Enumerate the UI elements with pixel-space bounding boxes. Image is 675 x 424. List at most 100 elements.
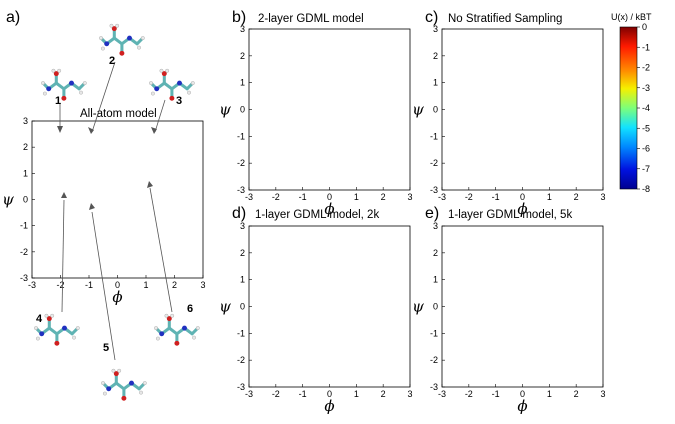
atom bbox=[39, 331, 45, 337]
map-b-contour bbox=[261, 45, 311, 147]
x-tick-label: -3 bbox=[438, 192, 446, 202]
y-tick-label: -2 bbox=[237, 158, 245, 168]
map-c-fringe bbox=[442, 31, 586, 190]
hydrogen-atom bbox=[142, 381, 147, 385]
x-tick-label: 1 bbox=[547, 192, 552, 202]
map-b-contour bbox=[338, 37, 369, 187]
pointer-lines bbox=[59, 61, 173, 361]
x-tick-label: -2 bbox=[465, 389, 473, 399]
map-a-contour bbox=[37, 124, 107, 254]
x-tick-label: -2 bbox=[56, 280, 64, 290]
atom bbox=[62, 325, 67, 331]
map-d bbox=[252, 222, 371, 391]
x-tick-label: -2 bbox=[465, 192, 473, 202]
arrowhead-3 bbox=[151, 127, 157, 134]
molecule-1 bbox=[41, 68, 87, 101]
hydrogen-atom bbox=[170, 313, 175, 318]
map-a-contour bbox=[49, 143, 94, 226]
map-e-contour bbox=[540, 225, 563, 240]
map-b-contour bbox=[265, 51, 307, 137]
map-b-fringe bbox=[249, 28, 370, 190]
map-d-contour bbox=[279, 292, 293, 321]
pointer-line-6 bbox=[149, 187, 173, 313]
map-e-contour bbox=[530, 230, 562, 387]
y-tick-label: -1 bbox=[237, 328, 245, 338]
bond bbox=[167, 326, 179, 336]
hydrogen-atom bbox=[42, 91, 47, 96]
map-d-contour bbox=[259, 239, 323, 374]
x-tick-label: 0 bbox=[115, 280, 120, 290]
hydrogen-atom bbox=[192, 335, 196, 340]
map-d-contour bbox=[337, 230, 369, 387]
map-b-contour bbox=[340, 48, 366, 175]
atom bbox=[104, 41, 110, 47]
map-d-contour bbox=[252, 222, 331, 391]
map-d-contour bbox=[342, 256, 363, 361]
map-e-contour bbox=[539, 292, 552, 326]
atom bbox=[129, 380, 134, 386]
hydrogen-atom bbox=[100, 46, 105, 51]
map-e-contour bbox=[447, 229, 513, 363]
x-tick-label: -3 bbox=[438, 389, 446, 399]
x-tick-label: -1 bbox=[492, 192, 500, 202]
map-b-contour bbox=[256, 35, 318, 161]
x-tick-label: 2 bbox=[381, 192, 386, 202]
map-d-contour bbox=[262, 247, 318, 366]
x-axis-label: ϕ bbox=[324, 397, 334, 415]
pointer-line-4 bbox=[61, 199, 65, 313]
map-c bbox=[442, 31, 586, 190]
panel-a-label: a) bbox=[6, 9, 20, 26]
molecule-label-6: 6 bbox=[187, 303, 193, 315]
x-tick-label: 1 bbox=[354, 192, 359, 202]
atom bbox=[159, 331, 165, 337]
map-b-contour bbox=[253, 169, 318, 189]
hydrogen-atom bbox=[117, 368, 122, 373]
pointer-line-5 bbox=[91, 211, 116, 361]
arrowhead-2 bbox=[88, 127, 94, 134]
hydrogen-atom bbox=[187, 90, 191, 95]
map-a-contour bbox=[138, 193, 146, 211]
pointer-line-3 bbox=[154, 99, 166, 133]
atom bbox=[53, 71, 59, 77]
x-tick-label: 2 bbox=[574, 389, 579, 399]
map-b-contour bbox=[346, 97, 358, 128]
map-b-contour bbox=[344, 90, 361, 133]
map-c-contour bbox=[459, 53, 499, 133]
colorbar-tick-label: -5 bbox=[642, 123, 650, 133]
arrowhead-5 bbox=[89, 203, 95, 210]
map-d-contour bbox=[254, 226, 330, 387]
arrowhead-4 bbox=[61, 192, 67, 198]
map-c-contour bbox=[468, 68, 489, 111]
y-axis-label: ψ bbox=[219, 298, 231, 316]
y-tick-label: 3 bbox=[240, 24, 245, 34]
x-tick-label: 1 bbox=[354, 389, 359, 399]
colorbar-tick-label: -1 bbox=[642, 42, 650, 52]
map-b bbox=[249, 28, 370, 190]
hydrogen-atom bbox=[140, 36, 145, 40]
x-tick-label: 0 bbox=[520, 389, 525, 399]
y-tick-label: 1 bbox=[433, 275, 438, 285]
x-tick-label: 3 bbox=[600, 192, 605, 202]
colorbar-tick-label: -6 bbox=[642, 144, 650, 154]
map-a-frame bbox=[31, 120, 204, 279]
map-b-contour bbox=[268, 174, 301, 184]
panel-b-label: b) bbox=[232, 9, 246, 26]
map-e-contour bbox=[541, 297, 550, 320]
x-tick-label: -3 bbox=[28, 280, 36, 290]
map-a-fringe bbox=[32, 120, 161, 278]
colorbar: U(x) / kBT 0 -1 -2 -3 -4 -5 -6 -7 -8 bbox=[611, 12, 652, 194]
map-e bbox=[442, 223, 565, 387]
map-a-contour bbox=[128, 139, 156, 263]
hydrogen-atom bbox=[82, 81, 87, 85]
atom bbox=[177, 80, 182, 86]
x-tick-label: -3 bbox=[245, 389, 253, 399]
map-b-contour bbox=[278, 75, 291, 102]
map-d-contour bbox=[349, 226, 368, 239]
map-b-contour bbox=[349, 103, 356, 121]
x-tick-label: 3 bbox=[407, 389, 412, 399]
map-e-fringe bbox=[442, 223, 565, 387]
y-tick-label: -3 bbox=[430, 185, 438, 195]
map-e-contour bbox=[544, 228, 558, 238]
bond bbox=[54, 81, 66, 91]
atom bbox=[111, 26, 117, 32]
